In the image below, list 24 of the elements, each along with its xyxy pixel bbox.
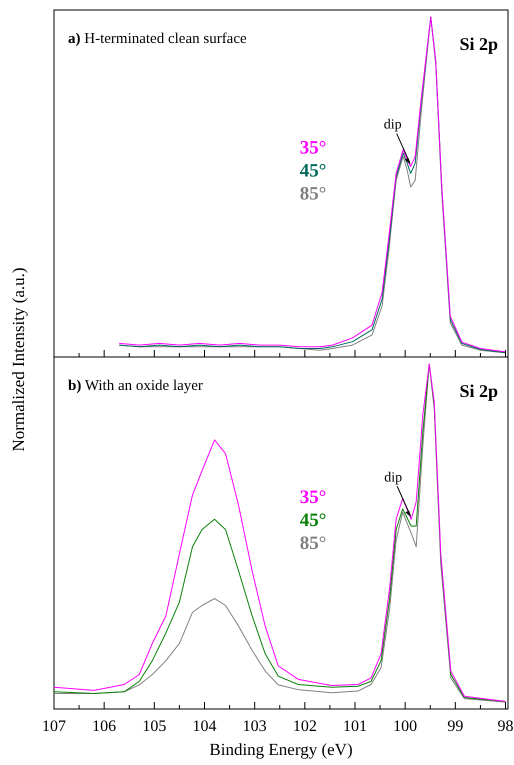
x-tick-label: 100 <box>393 718 418 735</box>
text: a) H-terminated clean surface <box>68 31 247 47</box>
text: 35° <box>300 138 326 159</box>
x-tick-label: 106 <box>92 718 116 735</box>
annotation: Si 2p <box>459 34 498 54</box>
x-tick-label: 105 <box>142 718 166 735</box>
text: b) With an oxide layer <box>68 378 203 394</box>
x-tick-label: 101 <box>342 718 367 735</box>
x-tick-label: 107 <box>42 718 66 735</box>
x-tick-label: 103 <box>242 718 267 735</box>
x-tick-label: 104 <box>192 718 216 735</box>
y-axis-title: Normalized Intensity (a.u.) <box>9 267 28 452</box>
x-tick-label: 102 <box>292 718 317 735</box>
text: 35° <box>300 486 326 508</box>
annotation: Si 2p <box>459 381 498 401</box>
x-tick-label: 99 <box>447 718 464 735</box>
annotation: dip <box>384 118 402 133</box>
text: 85° <box>300 532 326 554</box>
x-tick-label: 98 <box>497 718 514 735</box>
x-axis-title: Binding Energy (eV) <box>209 740 353 759</box>
text: 85° <box>300 184 326 205</box>
text: 45° <box>300 160 326 182</box>
text: 45° <box>300 510 326 531</box>
annotation: dip <box>384 470 402 486</box>
